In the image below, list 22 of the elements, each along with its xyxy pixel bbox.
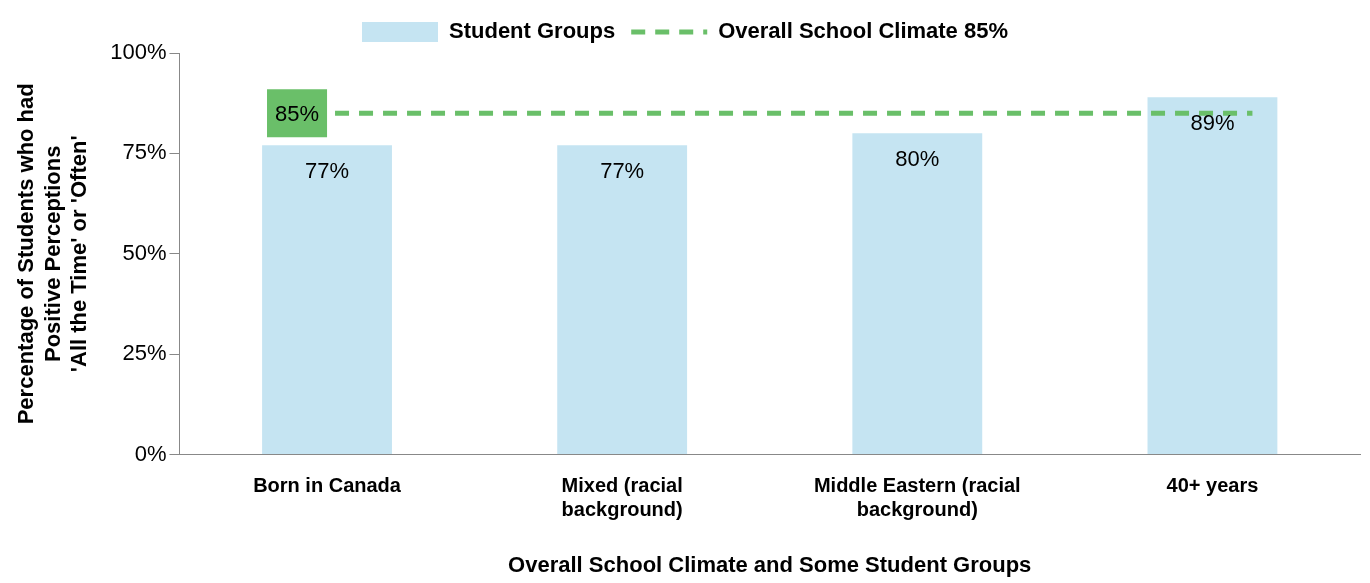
y-tick-label: 25%	[122, 340, 167, 366]
legend-label: Student Groups	[449, 18, 616, 44]
legend-label: Overall School Climate 85%	[718, 18, 1008, 44]
y-tick-label: 50%	[122, 239, 167, 265]
bar	[1147, 97, 1278, 455]
bar	[852, 133, 983, 455]
x-tick-label: 40+ years	[1166, 474, 1259, 497]
y-tick-label: 0%	[134, 440, 167, 466]
y-axis-title: Percentage of Students who had Positive Perceptions 'All the Time' or 'Often'	[13, 83, 92, 425]
x-tick-label: Born in Canada	[253, 474, 402, 497]
bar	[262, 145, 392, 455]
annotation: 85%	[275, 101, 320, 127]
x-tick-label: Mixed (racial background)	[561, 474, 683, 521]
bar	[557, 145, 688, 455]
x-tick-label: Middle Eastern (racial background)	[813, 474, 1021, 521]
data-label: 80%	[895, 146, 940, 172]
data-label: 89%	[1190, 110, 1235, 136]
x-axis-title: Overall School Climate and Some Student Groups	[508, 551, 1032, 577]
y-tick-label: 75%	[122, 139, 167, 165]
data-label: 77%	[305, 158, 350, 184]
data-label: 77%	[600, 158, 645, 184]
y-tick-label: 100%	[110, 39, 167, 65]
